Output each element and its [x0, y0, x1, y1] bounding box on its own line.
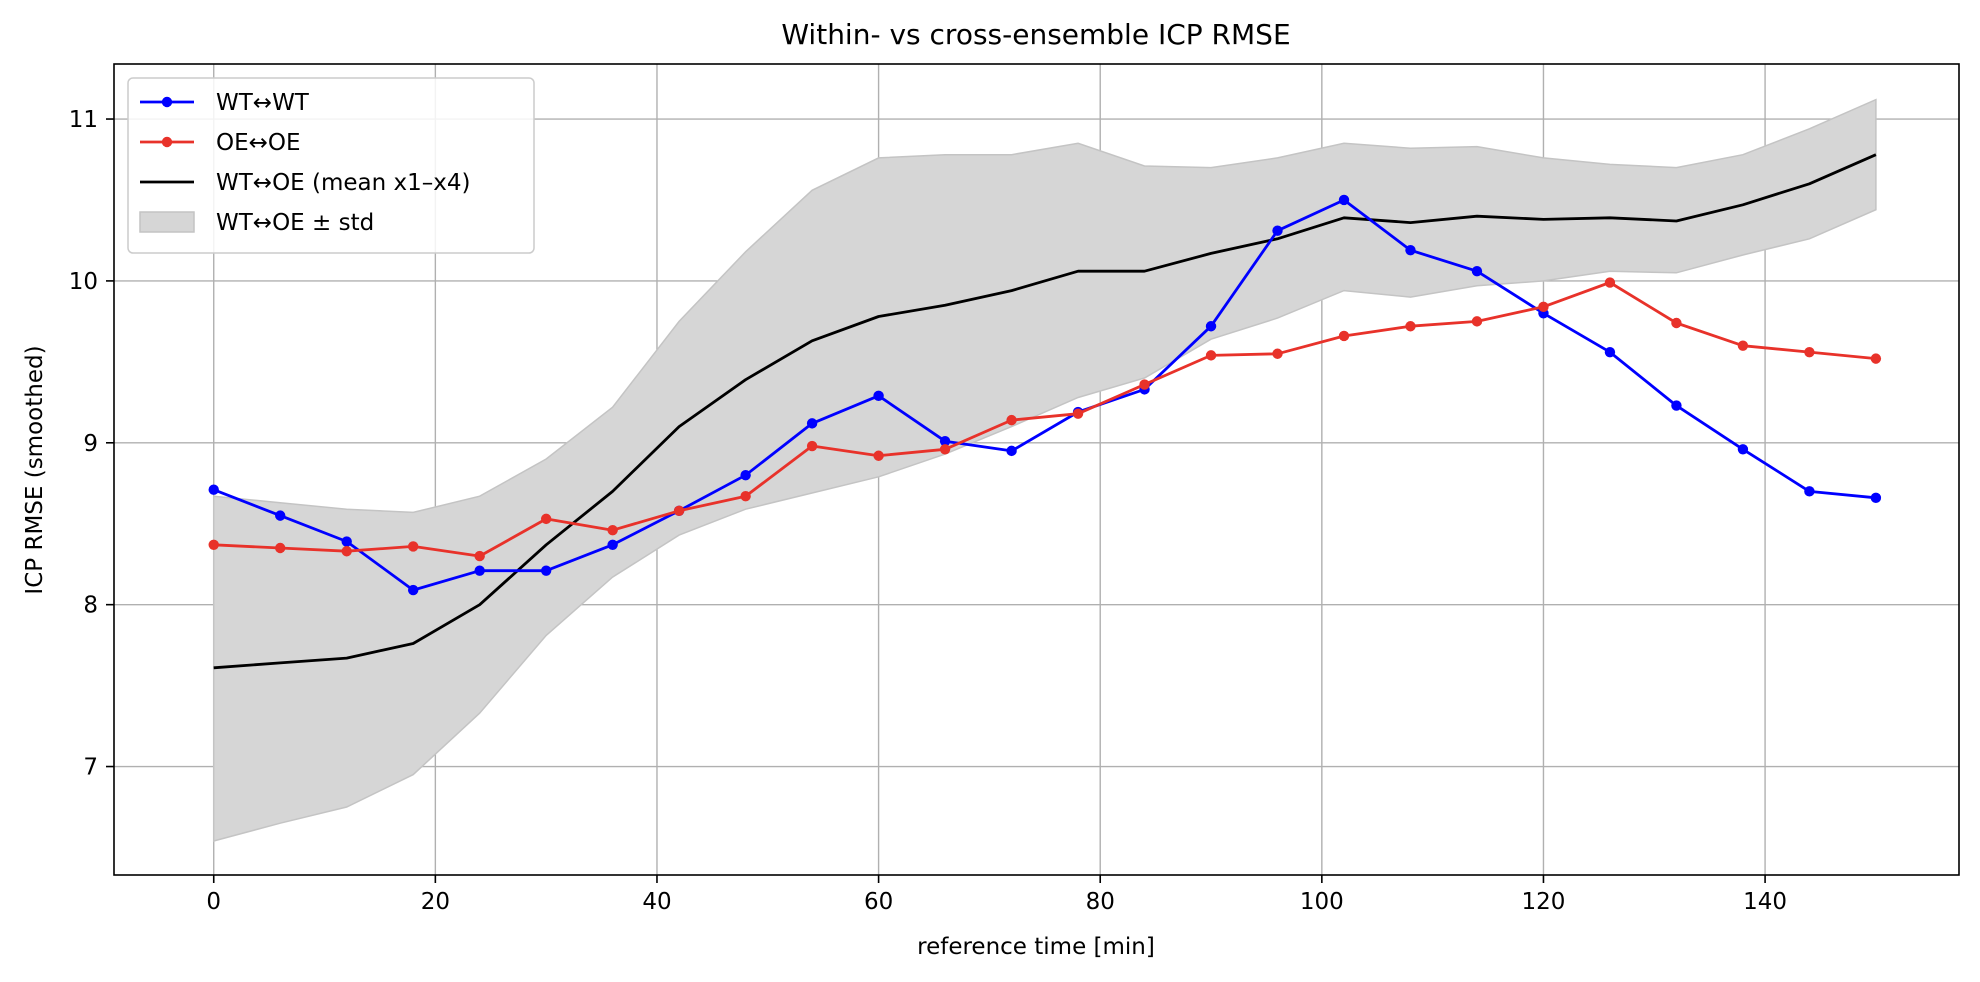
data-point [740, 491, 751, 502]
legend-label: WT↔WT [216, 90, 310, 116]
data-point [208, 539, 219, 550]
x-tick-label: 140 [1743, 889, 1787, 915]
data-point [407, 584, 419, 596]
data-point [341, 546, 352, 557]
data-point [1737, 444, 1749, 455]
data-point [1604, 277, 1616, 288]
y-tick-label: 11 [69, 107, 98, 133]
data-point [341, 536, 352, 547]
data-point [1405, 244, 1416, 256]
data-point [1272, 225, 1283, 236]
data-point [939, 444, 951, 455]
data-point [806, 418, 818, 429]
chart-title: Within- vs cross-ensemble ICP RMSE [781, 18, 1290, 51]
legend-box [127, 77, 535, 254]
data-point [275, 510, 286, 521]
x-tick-label: 0 [206, 889, 221, 915]
x-tick-label: 20 [421, 889, 450, 915]
data-point [1205, 350, 1217, 361]
data-point [1471, 316, 1483, 327]
x-tick-label: 100 [1300, 889, 1344, 915]
plot-frame [113, 63, 1960, 876]
data-point [407, 541, 419, 552]
data-point [1006, 414, 1017, 426]
data-point [1338, 330, 1350, 342]
y-tick-label: 7 [83, 755, 98, 781]
data-point [1006, 445, 1017, 457]
axes-layer: 0 20 40 60 80 100 120 140 7 8 9 10 11 [69, 107, 1787, 915]
data-point [1205, 321, 1217, 332]
data-point [1272, 348, 1283, 359]
legend-marker [161, 96, 173, 108]
data-point [275, 542, 286, 554]
series-line-oe-oe [213, 281, 1877, 558]
data-point [1804, 486, 1815, 497]
data-point [1671, 400, 1682, 411]
data-point [607, 525, 618, 536]
series-line-wt-oe-mean-x1-x4- [213, 153, 1877, 670]
data-point [540, 513, 552, 525]
data-point [1338, 194, 1350, 206]
legend-label: OE↔OE [216, 130, 301, 156]
data-point [1870, 492, 1882, 504]
y-tick-label: 8 [83, 593, 98, 619]
legend-label: WT↔OE (mean x1–x4) [216, 170, 470, 196]
x-tick-label: 60 [864, 889, 893, 915]
data-point [1538, 301, 1549, 313]
x-tick-label: 40 [642, 889, 671, 915]
legend-marker [161, 136, 173, 148]
data-point [939, 435, 951, 447]
data-point [474, 565, 485, 576]
data-point [1139, 379, 1150, 390]
std-band [212, 98, 1877, 842]
series-line-wt-wt [213, 198, 1877, 592]
data-point [474, 550, 485, 562]
x-tick-label: 120 [1522, 889, 1566, 915]
data-point [1405, 321, 1416, 332]
legend-label: WT↔OE ± std [216, 210, 374, 236]
y-tick-label: 9 [83, 431, 98, 457]
data-point [208, 484, 219, 495]
data-point [607, 539, 618, 550]
data-point [1072, 408, 1084, 419]
data-point [540, 565, 552, 576]
x-tick-label: 80 [1086, 889, 1115, 915]
data-point [806, 440, 818, 452]
data-point [1737, 340, 1749, 351]
data-point [1870, 353, 1882, 364]
y-tick-label: 10 [69, 269, 98, 295]
x-axis-label: reference time [min] [917, 934, 1155, 960]
data-point [1471, 266, 1483, 277]
data-point [673, 505, 685, 516]
y-axis-label: ICP RMSE (smoothed) [22, 345, 48, 594]
data-point [873, 450, 884, 461]
std-band-layer [212, 98, 1877, 842]
data-point [1671, 317, 1682, 329]
legend-swatch [139, 211, 195, 233]
data-point [1604, 346, 1616, 358]
legend: WT↔WT OE↔OE WT↔OE (mean x1–x4) WT↔OE ± std [127, 77, 535, 254]
data-point [740, 469, 751, 481]
data-point [1804, 346, 1815, 358]
data-point [873, 390, 884, 402]
series-layer [208, 153, 1882, 670]
